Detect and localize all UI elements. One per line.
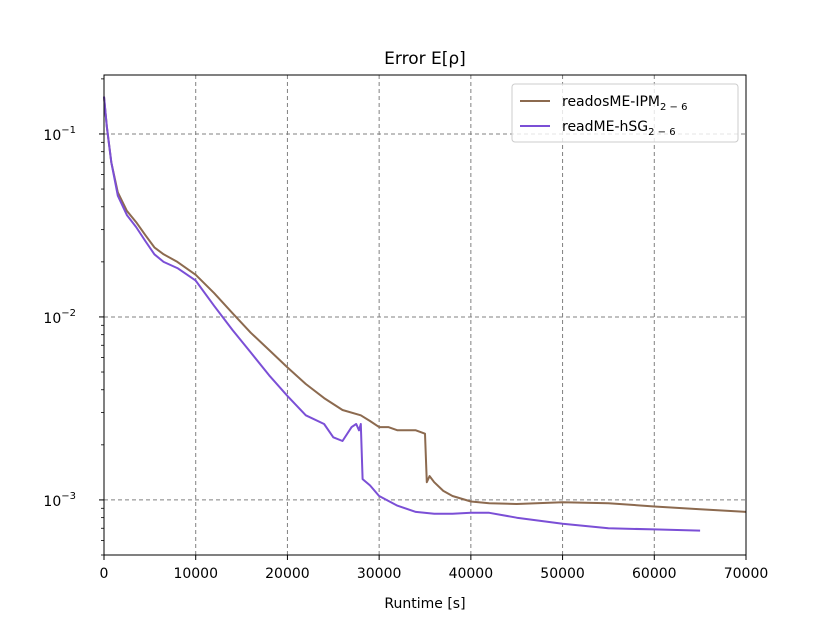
x-tick-label: 50000 (540, 566, 585, 582)
x-tick-label: 70000 (724, 566, 769, 582)
y-tick-label: 10−1 (43, 125, 76, 144)
plot-frame (103, 74, 747, 556)
chart-title: Error E[ρ] (384, 49, 466, 69)
x-axis-label: Runtime [s] (384, 596, 465, 612)
y-ticks: 10−3 10−2 10−1 (43, 78, 104, 556)
legend-box (511, 83, 739, 143)
x-tick-label: 20000 (265, 566, 310, 582)
y-tick-label: 10−3 (43, 491, 76, 510)
x-tick-label: 10000 (173, 566, 218, 582)
series-layer (103, 96, 747, 532)
x-tick-label: 0 (100, 566, 109, 582)
legend-label-1: readosME-IPM2 − 6 (562, 94, 687, 113)
series-line-1 (103, 96, 747, 513)
x-tick-label: 30000 (357, 566, 402, 582)
y-tick-label: 10−2 (43, 308, 76, 327)
x-tick-label: 60000 (632, 566, 677, 582)
grid (104, 75, 746, 555)
legend: readosME-IPM2 − 6 readME-hSG2 − 6 (511, 83, 739, 143)
x-ticks: 0 10000 20000 30000 40000 50000 60000 70000 (100, 555, 769, 582)
legend-label-2: readME-hSG2 − 6 (562, 119, 676, 138)
x-tick-label: 40000 (449, 566, 494, 582)
series-line-2 (103, 96, 701, 532)
